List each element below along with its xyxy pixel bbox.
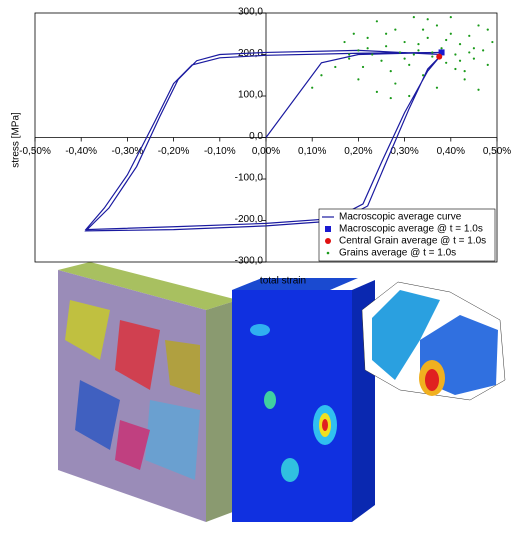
grain-point bbox=[454, 68, 456, 70]
grain-point bbox=[422, 29, 424, 31]
x-axis-label: total strain bbox=[260, 276, 306, 287]
x-tick-label: -0,20% bbox=[158, 146, 190, 157]
grain-point bbox=[417, 49, 419, 51]
x-tick-label: 0,00% bbox=[252, 146, 280, 157]
grain-point bbox=[376, 20, 378, 22]
y-tick-label: -300,0 bbox=[235, 256, 264, 267]
grain-point bbox=[311, 87, 313, 89]
x-tick-label: -0,30% bbox=[112, 146, 144, 157]
grain-point bbox=[357, 49, 359, 51]
grain-point bbox=[404, 58, 406, 60]
legend-label: Central Grain average @ t = 1.0s bbox=[339, 236, 486, 247]
grain-point bbox=[459, 43, 461, 45]
grain-point bbox=[422, 74, 424, 76]
grain-point bbox=[320, 74, 322, 76]
x-tick-label: 0,50% bbox=[483, 146, 511, 157]
grain-point bbox=[487, 29, 489, 31]
hotspot bbox=[264, 391, 276, 409]
grain-point bbox=[468, 35, 470, 37]
grain-point bbox=[408, 95, 410, 97]
y-tick-label: -100,0 bbox=[235, 173, 264, 184]
grain-point bbox=[380, 60, 382, 62]
grain-point bbox=[440, 47, 442, 49]
grain-point bbox=[482, 49, 484, 51]
grain-point bbox=[431, 51, 433, 53]
grain-point bbox=[491, 41, 493, 43]
grain-point bbox=[468, 51, 470, 53]
grain-point bbox=[417, 43, 419, 45]
grain-point bbox=[454, 53, 456, 55]
plot: -0,50% -0,40% -0,30% -0,20% -0,10% 0,00% 0,10%… bbox=[19, 7, 511, 267]
grain-point bbox=[353, 33, 355, 35]
grain-point bbox=[445, 39, 447, 41]
grain-point bbox=[473, 47, 475, 49]
grain-point bbox=[385, 45, 387, 47]
grain-point bbox=[399, 51, 401, 53]
y-tick-label: 0,0 bbox=[249, 131, 263, 142]
grain-point bbox=[367, 47, 369, 49]
grain-point bbox=[394, 82, 396, 84]
grain-point bbox=[348, 58, 350, 60]
x-tick-label: 0,10% bbox=[298, 146, 326, 157]
grain-point bbox=[431, 55, 433, 57]
legend-swatch bbox=[325, 226, 331, 232]
grain-point bbox=[450, 33, 452, 35]
legend-label: Grains average @ t = 1.0s bbox=[339, 248, 456, 259]
legend-label: Macroscopic average @ t = 1.0s bbox=[339, 224, 483, 235]
hotspot bbox=[281, 458, 299, 482]
figure: -0,50% -0,40% -0,30% -0,20% -0,10% 0,00% 0,10%… bbox=[0, 0, 512, 528]
legend-swatch bbox=[325, 238, 331, 244]
grain-point bbox=[459, 60, 461, 62]
x-tick-label: 0,30% bbox=[390, 146, 418, 157]
grain-point bbox=[394, 29, 396, 31]
grain-point bbox=[348, 53, 350, 55]
grain-point bbox=[371, 53, 373, 55]
grain-point bbox=[343, 41, 345, 43]
grain-point bbox=[477, 24, 479, 26]
grain-point bbox=[413, 16, 415, 18]
grain-point bbox=[464, 78, 466, 80]
grain-point bbox=[413, 53, 415, 55]
legend-label: Macroscopic average curve bbox=[339, 212, 462, 223]
y-tick-label: 300,0 bbox=[238, 7, 263, 18]
x-tick-label: 0,40% bbox=[437, 146, 465, 157]
grain-point bbox=[427, 37, 429, 39]
hotspot bbox=[250, 324, 270, 336]
grain-point bbox=[390, 70, 392, 72]
block-front bbox=[232, 290, 352, 522]
grain-point bbox=[487, 64, 489, 66]
grain-point bbox=[473, 58, 475, 60]
grain-point bbox=[385, 33, 387, 35]
grain-point bbox=[445, 62, 447, 64]
grain-point bbox=[362, 66, 364, 68]
legend-swatch bbox=[327, 252, 330, 255]
x-tick-label: -0,50% bbox=[19, 146, 51, 157]
grain-point bbox=[427, 18, 429, 20]
hotspot bbox=[425, 369, 439, 391]
grain-point bbox=[477, 89, 479, 91]
x-tick-label: 0,20% bbox=[344, 146, 372, 157]
grain-point bbox=[408, 64, 410, 66]
grain-point bbox=[450, 16, 452, 18]
grain-point bbox=[390, 97, 392, 99]
hotspot bbox=[322, 419, 328, 431]
grain-point bbox=[436, 87, 438, 89]
y-tick-label: 100,0 bbox=[238, 90, 263, 101]
grain-point bbox=[357, 78, 359, 80]
grain-center-point bbox=[436, 54, 442, 60]
grain-point bbox=[464, 70, 466, 72]
grain-point bbox=[367, 37, 369, 39]
grain-point bbox=[334, 66, 336, 68]
grain-point bbox=[376, 91, 378, 93]
y-axis-label: stress [MPa] bbox=[11, 112, 22, 168]
grain-point bbox=[436, 24, 438, 26]
x-tick-label: -0,40% bbox=[65, 146, 97, 157]
x-tick-label: -0,10% bbox=[204, 146, 236, 157]
grain-point bbox=[404, 41, 406, 43]
